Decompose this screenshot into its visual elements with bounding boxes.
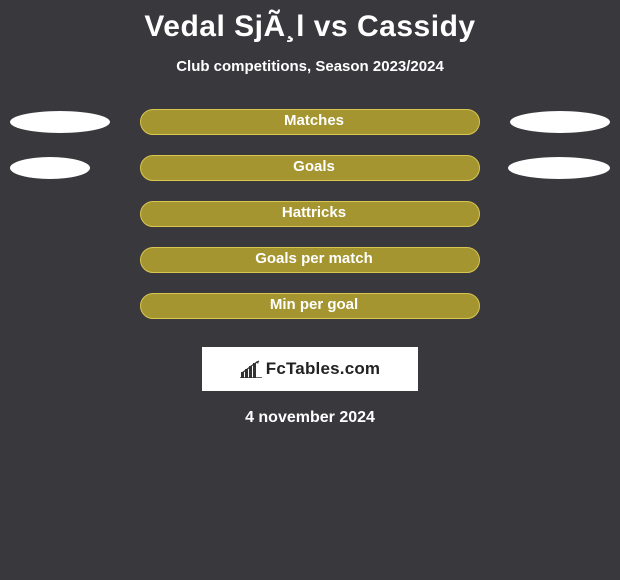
page-title: Vedal SjÃ¸l vs Cassidy: [0, 0, 620, 44]
date-label: 4 november 2024: [0, 409, 620, 427]
logo-box: FcTables.com: [202, 347, 418, 391]
bar-label: Goals per match: [140, 250, 488, 267]
comparison-chart: Matches Goals Hattricks Goals per match Min …: [0, 109, 620, 339]
bar-label: Goals: [140, 158, 488, 175]
bars-icon: [240, 360, 262, 378]
chart-row: Matches: [0, 109, 620, 155]
chart-row: Goals per match: [0, 247, 620, 293]
logo-text: FcTables.com: [266, 359, 381, 379]
chart-row: Hattricks: [0, 201, 620, 247]
bar-label: Matches: [140, 112, 488, 129]
logo: FcTables.com: [240, 359, 381, 379]
chart-row: Min per goal: [0, 293, 620, 339]
subtitle: Club competitions, Season 2023/2024: [0, 58, 620, 75]
bar-label: Hattricks: [140, 204, 488, 221]
value-ellipse-right: [508, 157, 610, 179]
bar-label: Min per goal: [140, 296, 488, 313]
value-ellipse-left: [10, 157, 90, 179]
chart-row: Goals: [0, 155, 620, 201]
value-ellipse-left: [10, 111, 110, 133]
value-ellipse-right: [510, 111, 610, 133]
